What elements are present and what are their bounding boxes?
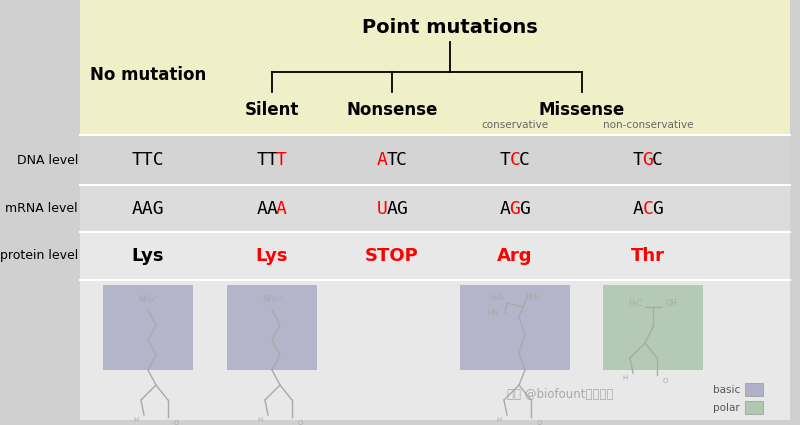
Text: O: O [174, 420, 178, 425]
Text: C: C [652, 151, 663, 169]
Text: G: G [510, 199, 521, 218]
Text: H: H [258, 417, 262, 423]
Text: H₃C: H₃C [628, 298, 642, 308]
Bar [80, 185, 790, 232]
Text: O: O [298, 420, 302, 425]
Bar [103, 285, 193, 370]
Text: NH₂⁺: NH₂⁺ [526, 292, 544, 301]
Text: polar: polar [714, 403, 740, 413]
Bar [227, 285, 317, 370]
Bar [80, 280, 790, 420]
Text: G: G [519, 199, 530, 218]
Text: Point mutations: Point mutations [362, 18, 538, 37]
Text: T: T [500, 151, 511, 169]
Text: T: T [276, 151, 287, 169]
Text: non-conservative: non-conservative [602, 120, 694, 130]
Text: A: A [633, 199, 644, 218]
Text: G: G [396, 199, 407, 218]
Text: Lys: Lys [256, 247, 288, 265]
Text: Thr: Thr [631, 247, 665, 265]
Bar [745, 401, 763, 414]
Text: TTC: TTC [132, 151, 164, 169]
Text: C: C [642, 199, 654, 218]
Bar [745, 383, 763, 396]
Text: U: U [377, 199, 388, 218]
Text: A: A [276, 199, 287, 218]
Text: DNA level: DNA level [17, 153, 78, 167]
Text: G: G [642, 151, 654, 169]
Text: OH: OH [665, 298, 677, 308]
Bar [460, 285, 570, 370]
Bar [603, 285, 703, 370]
Text: T: T [386, 151, 398, 169]
Text: H: H [622, 375, 628, 381]
Bar [80, 135, 790, 185]
Text: STOP: STOP [365, 247, 419, 265]
Text: A: A [500, 199, 511, 218]
Text: O: O [662, 378, 668, 384]
Text: H: H [496, 417, 502, 423]
Bar [223, 0, 790, 135]
Bar [80, 232, 790, 280]
Text: A: A [266, 199, 278, 218]
Text: basic: basic [713, 385, 740, 395]
Text: NH₃⁺: NH₃⁺ [262, 295, 282, 304]
Text: T: T [257, 151, 268, 169]
Bar [80, 185, 790, 232]
Text: Missense: Missense [538, 101, 625, 119]
Text: A: A [377, 151, 388, 169]
Text: T: T [633, 151, 644, 169]
Text: Arg: Arg [498, 247, 533, 265]
Text: A: A [386, 199, 398, 218]
Bar [80, 135, 790, 185]
Text: mRNA level: mRNA level [6, 202, 78, 215]
Text: C: C [510, 151, 521, 169]
Text: T: T [266, 151, 278, 169]
Text: conservative: conservative [482, 120, 549, 130]
Bar [80, 0, 223, 135]
Text: protein level: protein level [0, 249, 78, 263]
Text: H: H [134, 417, 138, 423]
Text: A: A [257, 199, 268, 218]
Text: Lys: Lys [132, 247, 164, 265]
Text: G: G [652, 199, 663, 218]
Text: Nonsense: Nonsense [346, 101, 438, 119]
Text: HN: HN [487, 309, 498, 317]
Text: NH₃⁺: NH₃⁺ [138, 295, 158, 304]
Text: 知乎 @biofount科研试剂: 知乎 @biofount科研试剂 [506, 388, 614, 402]
Text: C: C [519, 151, 530, 169]
Text: C: C [396, 151, 407, 169]
Text: O: O [536, 420, 542, 425]
Text: H₂N: H₂N [490, 292, 504, 301]
Text: Silent: Silent [245, 101, 299, 119]
Text: No mutation: No mutation [90, 66, 206, 84]
Text: AAG: AAG [132, 199, 164, 218]
